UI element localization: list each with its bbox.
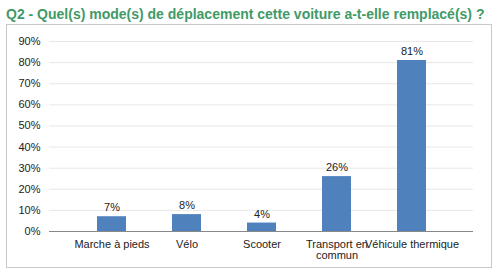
svg-text:20%: 20% [18, 183, 40, 195]
svg-text:Scooter: Scooter [243, 238, 281, 250]
svg-text:50%: 50% [18, 119, 40, 131]
svg-text:26%: 26% [326, 161, 348, 173]
svg-text:Véhicule thermique: Véhicule thermique [365, 238, 459, 250]
svg-text:0%: 0% [25, 225, 41, 237]
svg-text:Marche à pieds: Marche à pieds [74, 238, 150, 250]
svg-text:60%: 60% [18, 98, 40, 110]
svg-text:81%: 81% [401, 45, 423, 57]
svg-text:80%: 80% [18, 56, 40, 68]
svg-text:8%: 8% [179, 199, 195, 211]
svg-text:90%: 90% [18, 35, 40, 47]
svg-text:70%: 70% [18, 77, 40, 89]
svg-text:4%: 4% [254, 208, 270, 220]
svg-text:10%: 10% [18, 204, 40, 216]
svg-text:Vélo: Vélo [176, 238, 198, 250]
svg-text:30%: 30% [18, 162, 40, 174]
svg-text:40%: 40% [18, 141, 40, 153]
svg-text:7%: 7% [104, 201, 120, 213]
svg-text:Transport encommun: Transport encommun [306, 238, 368, 261]
html-text:Q2 - Quel(s) mode(s) de déplac: Q2 - Quel(s) mode(s) de déplacement cett… [6, 6, 485, 22]
